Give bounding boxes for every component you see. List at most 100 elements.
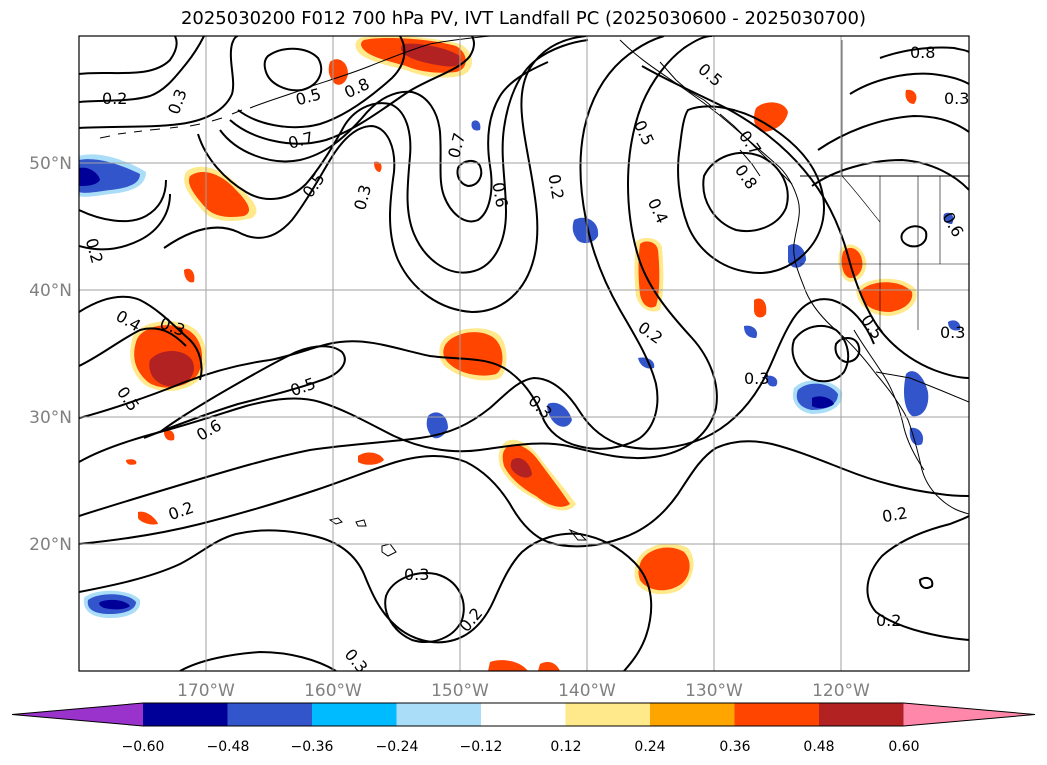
state-borders xyxy=(800,40,969,330)
lon-label: 140°W xyxy=(558,681,616,701)
contour-line xyxy=(849,72,969,95)
shade-blob xyxy=(909,427,924,446)
lat-label: 40°N xyxy=(29,281,72,301)
contour-line xyxy=(384,572,465,643)
contour-line xyxy=(79,193,171,251)
contour-line xyxy=(179,650,337,671)
shade-blob xyxy=(99,599,130,610)
colorbar-tick-label: 0.12 xyxy=(550,739,581,755)
shade-blob xyxy=(374,161,382,172)
contour-line xyxy=(791,324,850,383)
colorbar-segment xyxy=(819,703,904,726)
map-frame xyxy=(78,35,970,672)
contour-label: 0.6 xyxy=(488,181,511,209)
contour-line xyxy=(79,298,875,517)
contour-line xyxy=(900,225,928,248)
contour-line xyxy=(79,440,969,548)
lon-label: 150°W xyxy=(431,681,489,701)
lat-label: 20°N xyxy=(29,535,72,555)
colorbar-tick-label: −0.24 xyxy=(376,739,419,755)
shade-blob xyxy=(358,452,384,465)
coastline-hawaii xyxy=(328,517,588,557)
shade-blob xyxy=(638,241,660,308)
coastline-north-america xyxy=(619,39,969,515)
shade-blob xyxy=(443,332,503,376)
contour-label: 0.3 xyxy=(744,369,769,388)
ivt-shading xyxy=(79,36,961,671)
contour-line xyxy=(866,515,969,641)
shade-blob xyxy=(638,547,690,591)
contour-line xyxy=(811,158,969,191)
colorbar-extend-min xyxy=(12,703,143,726)
colorbar-tick-label: 0.36 xyxy=(719,739,750,755)
shade-blob xyxy=(328,59,348,85)
colorbar-tick-label: −0.48 xyxy=(207,739,250,755)
latitude-labels: 50°N 40°N 30°N 20°N xyxy=(29,154,72,555)
shade-blob xyxy=(510,457,532,478)
shade-blob xyxy=(79,159,140,193)
pv-contours xyxy=(79,36,969,671)
shade-blob xyxy=(471,120,481,131)
colorbar-tick-label: −0.60 xyxy=(122,739,165,755)
colorbar-segment xyxy=(227,703,313,726)
shade-blob xyxy=(744,325,758,338)
contour-line xyxy=(79,295,203,381)
shade-blob xyxy=(754,298,767,318)
lon-label: 170°W xyxy=(177,681,235,701)
lat-label: 30°N xyxy=(29,408,72,428)
colorbar-segment xyxy=(650,703,735,726)
shade-blob xyxy=(188,171,250,217)
contour-line xyxy=(79,36,178,75)
colorbar-segment xyxy=(481,703,566,726)
contour-line xyxy=(197,39,589,274)
contour-line xyxy=(79,179,167,223)
contour-line xyxy=(817,114,969,151)
shade-blob xyxy=(943,212,954,224)
contour-line xyxy=(79,36,205,103)
contour-label: 0.3 xyxy=(404,565,429,584)
contour-line xyxy=(79,327,187,367)
coastline-aleutians xyxy=(99,109,243,139)
contour-label: 0.3 xyxy=(940,323,965,342)
shade-blob xyxy=(164,430,175,441)
shade-blob xyxy=(184,268,195,283)
colorbar-ticks: −0.60 −0.48 −0.36 −0.24 −0.12 0.12 0.24 … xyxy=(122,739,920,755)
contour-line xyxy=(263,47,323,92)
coastline-bc-islands xyxy=(659,61,793,185)
contour-label: 0.2 xyxy=(876,611,901,630)
shade-blob xyxy=(948,320,961,331)
colorbar-segment xyxy=(312,703,397,726)
contour-label: 0.3 xyxy=(944,89,969,108)
contour-label: 0.2 xyxy=(102,89,127,108)
colorbar-extend-max xyxy=(903,703,1035,726)
colorbar-tick-label: 0.48 xyxy=(803,739,834,755)
colorbar-segment xyxy=(734,703,820,726)
contour-line xyxy=(79,36,239,129)
colorbar-tick-label: 0.60 xyxy=(888,739,919,755)
shade-blob xyxy=(572,217,599,244)
colorbar-tick-label: −0.12 xyxy=(460,739,503,755)
shade-blob xyxy=(426,412,448,439)
contour-line xyxy=(143,345,346,439)
shade-blob xyxy=(488,660,528,671)
shade-blob xyxy=(905,89,917,104)
contour-line xyxy=(79,36,665,450)
colorbar-segments xyxy=(11,702,1036,727)
contour-line xyxy=(229,36,475,145)
contour-line xyxy=(641,65,969,379)
map-background xyxy=(79,36,969,671)
contour-line xyxy=(219,61,549,223)
border-us-mexico xyxy=(875,371,969,403)
shade-blob xyxy=(754,102,788,132)
lon-label: 120°W xyxy=(812,681,870,701)
longitude-labels: 170°W 160°W 150°W 140°W 130°W 120°W xyxy=(177,681,870,701)
shade-blob xyxy=(538,662,560,671)
contour-line xyxy=(702,151,789,232)
contour-label: 0.2 xyxy=(881,503,909,526)
shade-blob xyxy=(138,511,158,525)
colorbar-tick-label: 0.24 xyxy=(634,739,665,755)
shade-blob xyxy=(766,375,778,387)
shade-blob xyxy=(401,43,462,67)
colorbar-outline xyxy=(11,702,1036,727)
